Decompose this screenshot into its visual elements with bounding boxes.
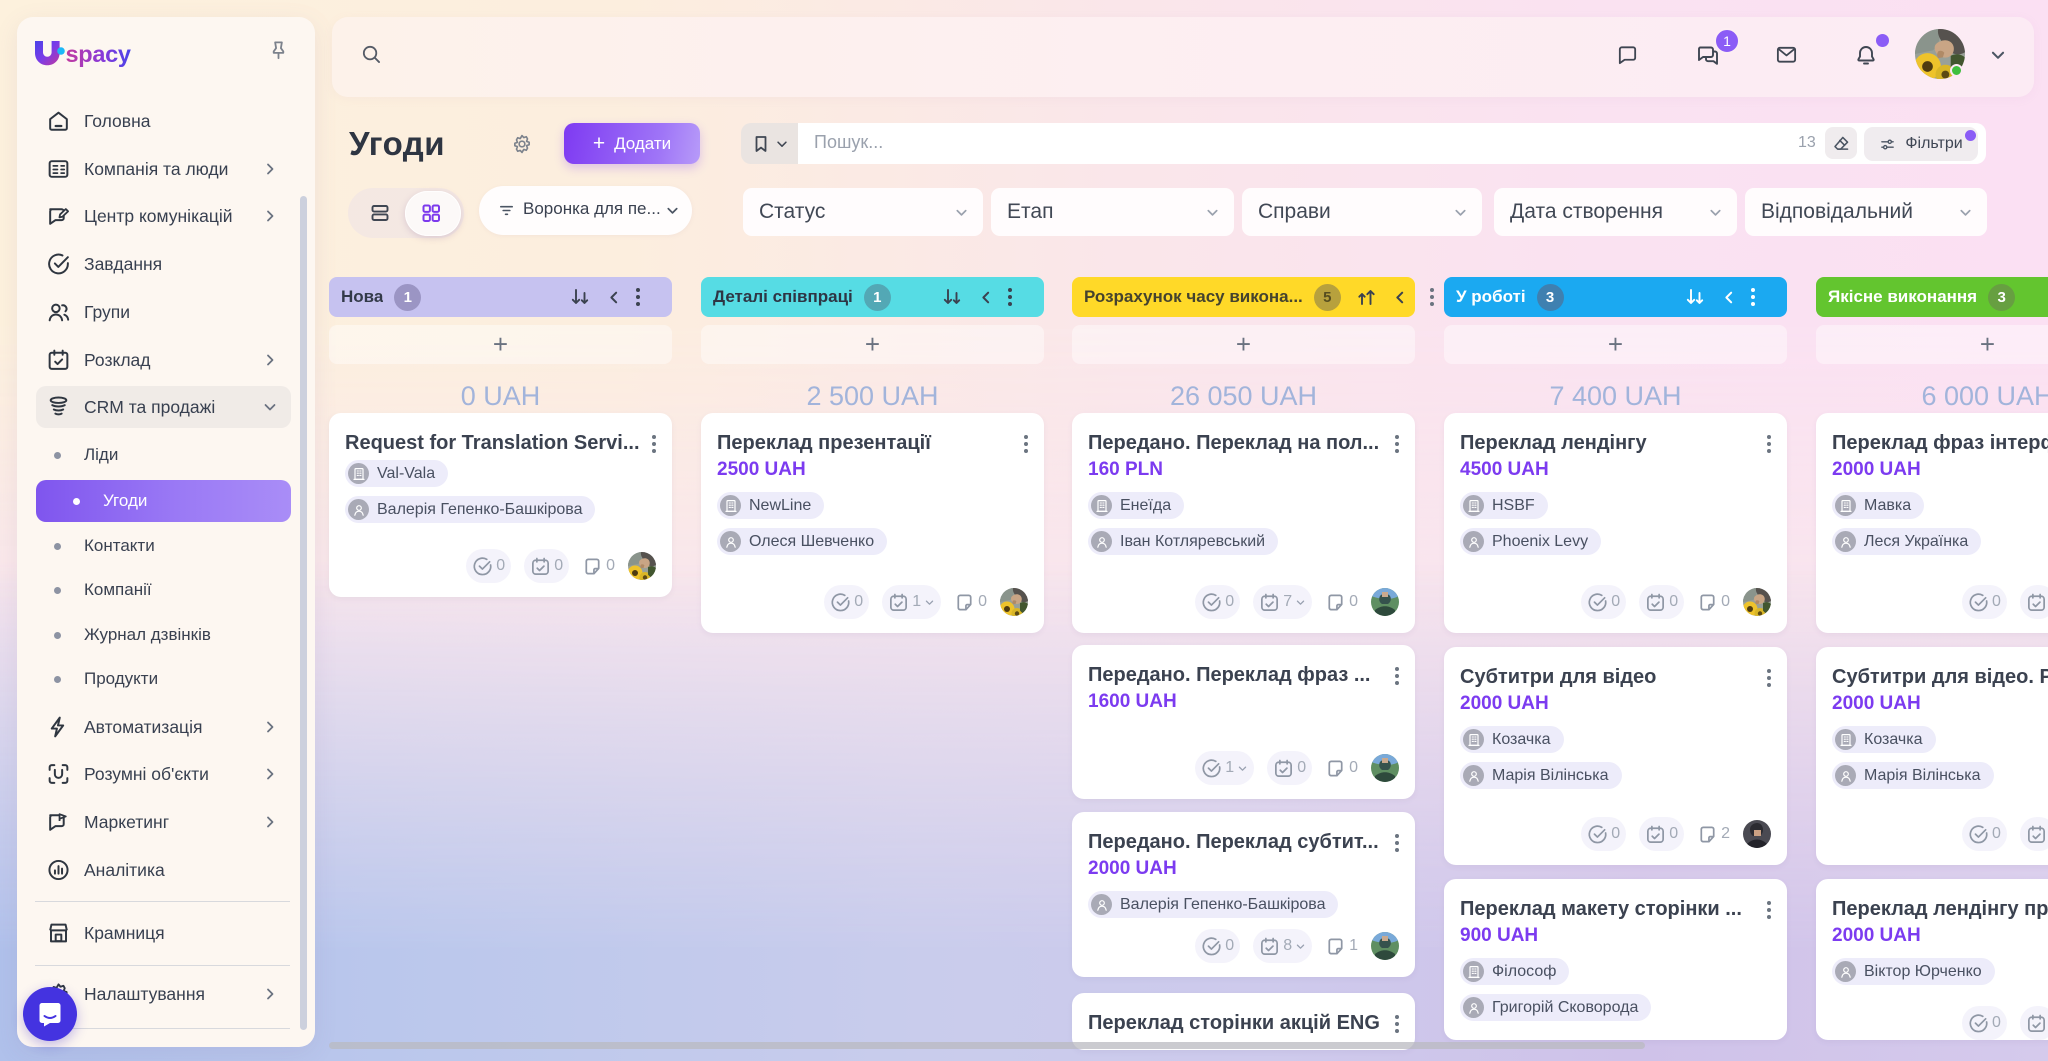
svg-text:spacy: spacy	[66, 41, 131, 67]
